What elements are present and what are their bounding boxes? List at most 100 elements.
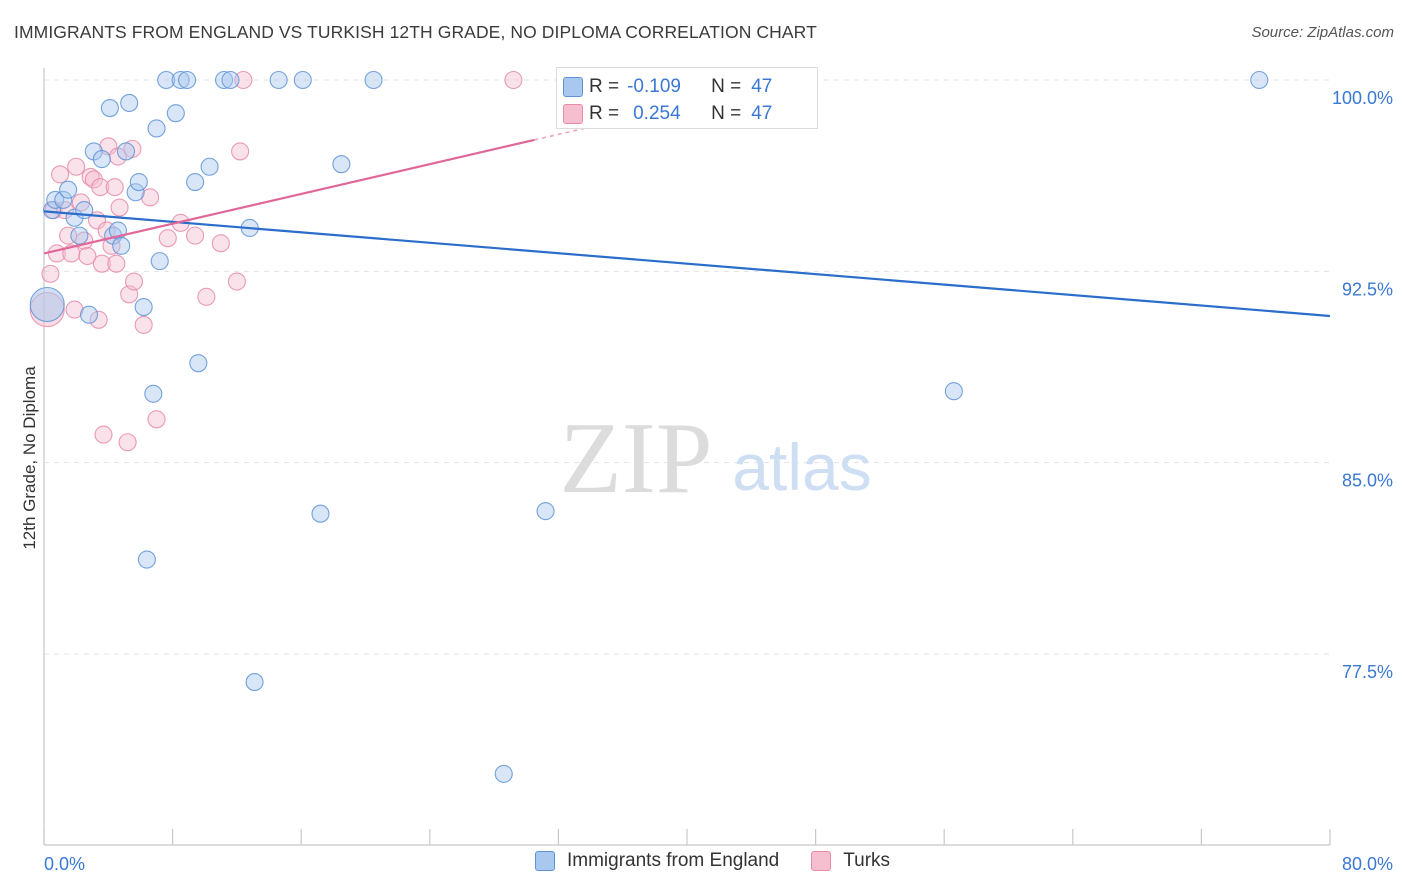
turks-point — [147, 410, 166, 429]
turks-swatch — [563, 104, 583, 124]
turks-point — [227, 272, 246, 291]
england-point — [144, 384, 163, 403]
y-tick-label: 92.5% — [1342, 279, 1393, 299]
england-point — [112, 236, 131, 255]
turks-point — [231, 142, 250, 161]
england-trend-line — [43, 210, 1331, 318]
england-point — [214, 70, 234, 90]
turks-point — [91, 178, 110, 197]
turks-points — [29, 70, 523, 452]
england-point — [221, 70, 240, 90]
england-point — [200, 157, 219, 176]
turks-point — [234, 70, 253, 90]
turks-point — [105, 178, 124, 197]
x-tick-label: 0.0% — [44, 854, 85, 874]
turks-point — [41, 264, 60, 283]
turks-point — [504, 70, 523, 90]
england-point — [1250, 70, 1269, 90]
source-credit: Source: ZipAtlas.com — [1251, 24, 1394, 41]
turks-point — [51, 165, 70, 184]
r-label: R = — [589, 76, 620, 97]
england-point — [129, 172, 148, 192]
series-legend: Immigrants from England Turks — [535, 850, 922, 872]
turks-point — [141, 188, 160, 207]
england-point — [311, 504, 330, 523]
england-point — [944, 382, 963, 401]
england-point — [364, 70, 383, 90]
axes — [43, 68, 1331, 846]
england-point — [157, 70, 176, 90]
chart-title: IMMIGRANTS FROM ENGLAND VS TURKISH 12TH … — [14, 22, 817, 42]
turks-point — [211, 234, 230, 253]
turks-point — [118, 433, 137, 452]
watermark: ZIP atlas — [560, 402, 872, 515]
legend-item-england: Immigrants from England — [535, 850, 779, 872]
watermark-zip: ZIP — [560, 402, 713, 515]
turks-point — [158, 229, 177, 248]
england-point — [147, 119, 166, 138]
england-point — [54, 190, 73, 209]
england-point — [494, 764, 513, 783]
turks-point — [110, 198, 129, 217]
england-point — [59, 180, 78, 199]
england-point — [134, 297, 153, 317]
turks-trend-line — [43, 138, 535, 255]
england-swatch — [563, 77, 583, 97]
turks-point — [197, 287, 216, 306]
r-label: R = — [589, 103, 620, 124]
england-point — [189, 354, 208, 373]
england-point — [245, 673, 264, 692]
england-point — [100, 99, 119, 118]
stats-legend: R = -0.109 N = 47 R = 0.254 N = 47 — [556, 67, 818, 129]
turks-point — [124, 272, 144, 291]
england-swatch — [535, 851, 555, 871]
england-point — [126, 183, 145, 202]
n-value: 47 — [751, 103, 773, 124]
turks-point — [89, 310, 108, 329]
turks-point — [134, 315, 153, 334]
y-tick-label: 85.0% — [1342, 471, 1393, 491]
watermark-atlas: atlas — [732, 430, 871, 504]
england-point — [171, 70, 190, 90]
england-point — [120, 93, 139, 113]
n-value: 47 — [751, 76, 773, 97]
england-point — [92, 150, 111, 169]
england-point — [116, 142, 136, 161]
turks-point — [92, 254, 111, 273]
england-point — [79, 305, 99, 324]
y-tick-label: 100.0% — [1332, 88, 1393, 108]
y-tick-label: 77.5% — [1342, 662, 1393, 682]
x-tick-labels: 0.0% 80.0% — [44, 854, 1393, 874]
grid-lines — [44, 79, 1330, 655]
y-tick-labels: 100.0% 92.5% 85.0% 77.5% — [1332, 88, 1393, 682]
england-point — [293, 70, 312, 90]
turks-point — [107, 254, 126, 273]
turks-point — [78, 246, 97, 266]
england-point — [269, 70, 288, 90]
stats-row-england: R = -0.109 N = 47 — [563, 74, 773, 100]
y-axis-label: 12th Grade, No Diploma — [20, 366, 39, 550]
legend-label: Turks — [843, 850, 891, 871]
england-point — [137, 550, 156, 569]
england-point — [150, 252, 169, 271]
turks-point — [94, 425, 113, 444]
turks-point — [186, 226, 205, 245]
england-point — [178, 70, 197, 90]
turks-swatch — [811, 851, 832, 871]
legend-item-turks: Turks — [811, 850, 890, 872]
r-value: -0.109 — [627, 76, 681, 97]
x-tick-label: 80.0% — [1342, 854, 1393, 874]
turks-point — [65, 300, 84, 319]
legend-label: Immigrants from England — [567, 850, 780, 871]
n-label: N = — [711, 103, 742, 124]
stats-row-turks: R = 0.254 N = 47 — [563, 101, 773, 127]
england-point — [42, 201, 62, 220]
england-point — [70, 226, 89, 245]
england-points — [29, 70, 1269, 783]
england-point — [536, 502, 555, 521]
turks-point — [84, 170, 103, 189]
england-point — [332, 155, 351, 174]
england-point — [166, 104, 185, 123]
n-label: N = — [711, 76, 742, 97]
